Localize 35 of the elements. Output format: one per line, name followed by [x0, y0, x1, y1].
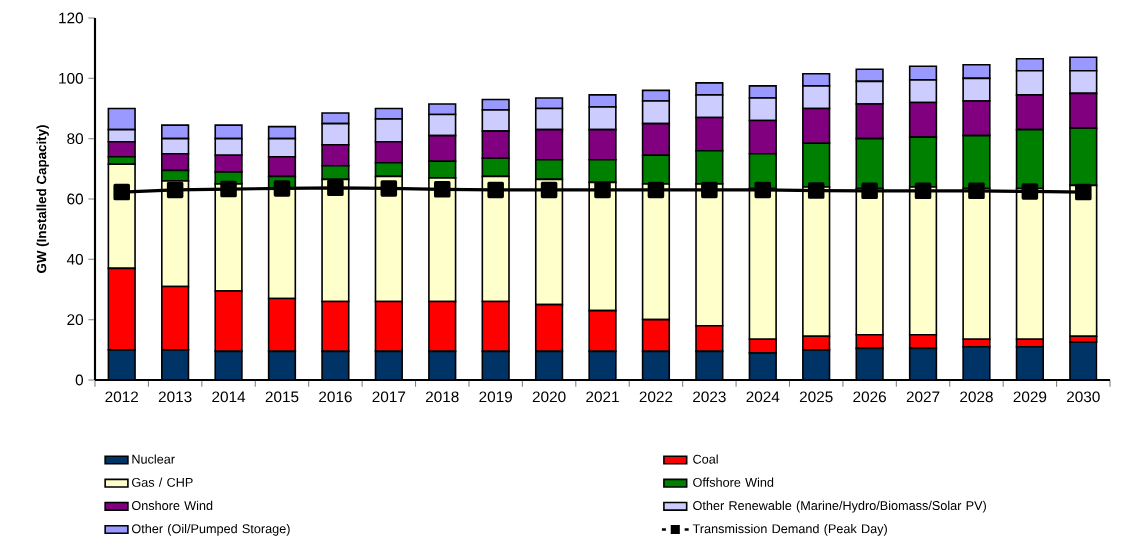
x-tick-label: 2019 — [479, 391, 512, 403]
legend-label: Other Renewable (Marine/Hydro/Biomass/Solar PV) — [693, 500, 986, 513]
y-tick-label: 60 — [67, 193, 84, 205]
y-tick-label: 100 — [59, 72, 84, 84]
x-tick-label: 2012 — [105, 391, 138, 403]
y-tick-label: 40 — [66, 253, 84, 265]
x-tick-label: 2017 — [372, 391, 406, 403]
legend-label: Offshore Wind — [693, 477, 774, 487]
x-tick-label: 2028 — [960, 391, 993, 403]
y-tick-label: 0 — [75, 374, 84, 386]
x-tick-label: 2029 — [1013, 391, 1047, 403]
x-tick-label: 2022 — [639, 391, 673, 403]
x-tick-label: 2020 — [532, 391, 566, 403]
x-tick-label: 2014 — [212, 391, 246, 403]
x-tick-label: 2013 — [158, 391, 192, 403]
y-tick-label: 20 — [67, 314, 84, 326]
legend-label: Onshore Wind — [131, 500, 213, 511]
x-tick-label: 2016 — [319, 391, 352, 403]
x-tick-label: 2026 — [853, 391, 886, 403]
y-tick-label: 120 — [59, 12, 84, 24]
x-tick-label: 2024 — [746, 391, 780, 403]
x-tick-label: 2030 — [1067, 391, 1100, 403]
legend-label: Nuclear — [132, 454, 175, 464]
x-tick-label: 2021 — [586, 391, 619, 403]
legend-label: Transmission Demand (Peak Day) — [692, 523, 887, 536]
x-tick-label: 2027 — [906, 391, 940, 403]
y-tick-label: 80 — [67, 133, 84, 145]
x-tick-label: 2023 — [693, 391, 726, 403]
y-axis-title: GW (Installed Capacity) — [36, 125, 49, 273]
legend-label: Other (Oil/Pumped Storage) — [131, 523, 290, 536]
x-tick-label: 2025 — [799, 391, 833, 403]
x-tick-label: 2015 — [265, 391, 299, 403]
x-tick-label: 2018 — [425, 391, 459, 403]
legend-label: Gas / CHP — [132, 477, 193, 487]
legend-label: Coal — [693, 454, 718, 464]
